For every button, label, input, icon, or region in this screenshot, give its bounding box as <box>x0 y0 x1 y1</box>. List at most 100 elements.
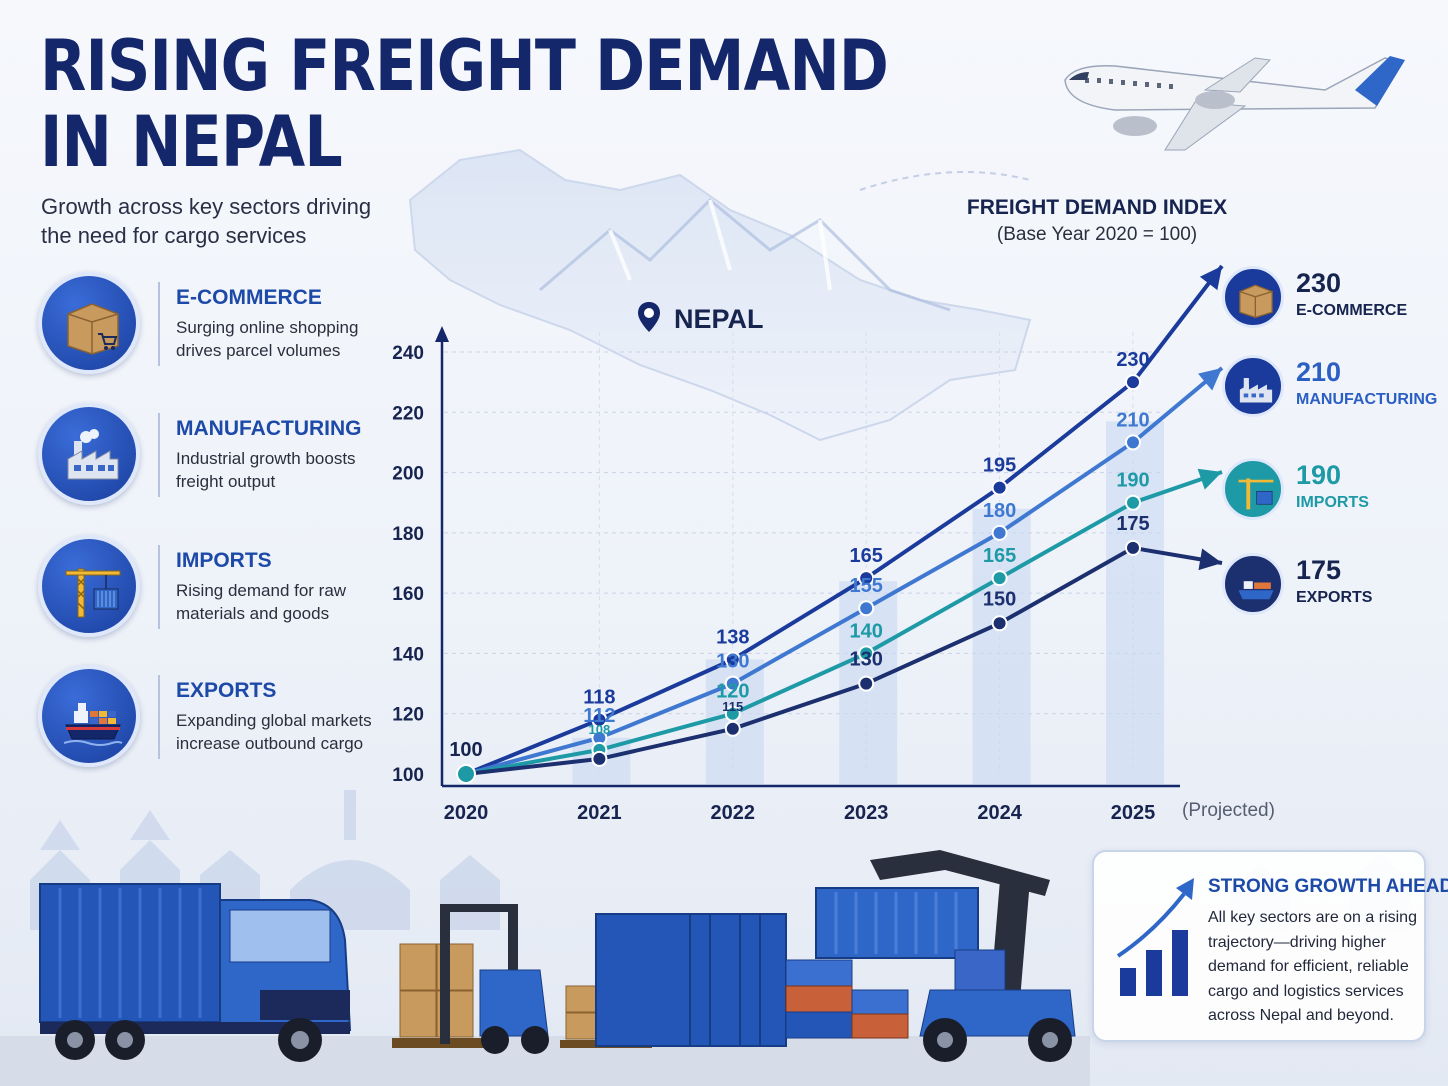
end-value: 230 <box>1296 268 1342 298</box>
data-point <box>991 524 1008 541</box>
background-bar <box>1106 421 1164 784</box>
data-label: 165 <box>850 545 883 567</box>
freight-demand-chart: 100 120 140 160 180 200 220 240 2020 2021 2022 2023… <box>392 264 1224 824</box>
cargo-ship-icon <box>38 665 140 767</box>
end-label-exports: 175 EXPORTS <box>1222 553 1432 617</box>
data-point <box>724 720 741 737</box>
data-label: 112 <box>583 705 615 727</box>
forklift-illustration <box>392 904 652 1054</box>
data-label: 108 <box>589 722 611 737</box>
growth-summary-box: STRONG GROWTH AHEAD All key sectors are … <box>1092 850 1448 1042</box>
sector-manufacturing: MANUFACTURING Industrial growth boosts f… <box>38 403 378 508</box>
sector-imports: IMPORTS Rising demand for raw materials … <box>38 535 378 640</box>
x-tick-label: 2024 <box>977 802 1022 824</box>
end-value: 210 <box>1296 357 1342 387</box>
end-series-label: IMPORTS <box>1296 494 1369 511</box>
series-arrowhead <box>1197 468 1222 490</box>
sector-description: Rising demand for raw materials and good… <box>176 581 347 623</box>
data-label: 118 <box>583 687 615 709</box>
data-label: 138 <box>716 626 749 648</box>
data-label: 130 <box>850 649 883 671</box>
logistics-scene-illustration <box>0 850 1090 1086</box>
data-point <box>858 600 875 617</box>
chart-title: FREIGHT DEMAND INDEX <box>966 196 1228 219</box>
sector-name: EXPORTS <box>176 679 277 702</box>
data-point <box>991 479 1008 496</box>
subtitle: Growth across key sectors driving the ne… <box>41 194 372 248</box>
sector-description: Industrial growth boosts freight output <box>176 449 356 491</box>
series-arrowhead <box>1198 548 1222 571</box>
data-label: 150 <box>983 588 1016 610</box>
page-title: RISING FREIGHT DEMAND IN NEPAL <box>40 25 889 183</box>
y-tick-label: 140 <box>392 644 424 665</box>
data-point <box>724 675 741 692</box>
y-tick-label: 180 <box>392 524 424 545</box>
data-point <box>591 711 608 728</box>
sector-name: IMPORTS <box>176 549 272 572</box>
sector-description: Expanding global markets increase outbou… <box>176 711 372 753</box>
data-label: 130 <box>716 651 749 673</box>
data-label: 140 <box>850 620 883 642</box>
location-pin-icon <box>638 302 660 332</box>
map-label-text: NEPAL <box>674 304 764 334</box>
growth-bars-arrow-icon <box>1116 878 1194 996</box>
data-point <box>1125 374 1141 391</box>
x-tick-label: 2023 <box>844 802 889 824</box>
end-series-label: EXPORTS <box>1296 589 1373 606</box>
data-point <box>591 750 608 767</box>
cargo-ship-icon <box>1222 553 1284 615</box>
data-label: 165 <box>983 545 1016 567</box>
data-label: 115 <box>722 699 743 714</box>
factory-icon <box>38 403 140 505</box>
data-point-origin <box>456 764 476 784</box>
x-tick-label: 2020 <box>444 802 489 824</box>
x-tick-label: 2021 <box>577 802 622 824</box>
end-label-ecommerce: 230 E-COMMERCE <box>1222 266 1432 330</box>
data-label: 120 <box>716 681 749 703</box>
data-label: 180 <box>983 500 1016 522</box>
x-tick-label: 2025 <box>1111 802 1156 824</box>
y-tick-label: 220 <box>392 403 424 424</box>
airplane-illustration <box>1064 56 1405 151</box>
reach-stacker-illustration <box>870 850 1076 1062</box>
y-tick-label: 100 <box>392 765 424 786</box>
data-label: 190 <box>1116 470 1149 492</box>
sector-exports: EXPORTS Expanding global markets increas… <box>38 665 378 770</box>
y-axis-arrow <box>435 326 449 342</box>
factory-icon <box>1222 355 1284 417</box>
truck-illustration <box>39 883 352 1062</box>
data-point <box>724 651 741 668</box>
y-tick-label: 200 <box>392 464 424 485</box>
parcel-box-icon <box>1222 266 1284 328</box>
title-line-1: RISING FREIGHT DEMAND <box>40 25 889 107</box>
end-value: 190 <box>1296 460 1342 490</box>
data-point <box>991 570 1008 587</box>
end-series-label: MANUFACTURING <box>1296 391 1438 408</box>
map-label: NEPAL <box>638 304 764 335</box>
title-line-2: IN NEPAL <box>40 101 343 183</box>
growth-box-text: All key sectors are on a rising trajecto… <box>1208 909 1417 1024</box>
projected-note: (Projected) <box>1182 800 1275 821</box>
sector-name: MANUFACTURING <box>176 417 362 440</box>
data-point <box>858 675 875 692</box>
data-label: 210 <box>1116 409 1149 431</box>
x-tick-label: 2022 <box>711 802 756 824</box>
end-label-manufacturing: 210 MANUFACTURING <box>1222 355 1437 419</box>
data-label: 100 <box>449 739 482 761</box>
data-label: 230 <box>1116 349 1149 371</box>
data-point <box>1125 434 1141 451</box>
y-tick-label: 240 <box>392 343 424 364</box>
growth-box-title: STRONG GROWTH AHEAD <box>1208 876 1448 897</box>
nepal-map-illustration <box>408 148 1032 442</box>
sector-description: Surging online shopping drives parcel vo… <box>176 318 359 360</box>
shipping-containers-illustration <box>595 887 979 1047</box>
data-point <box>991 615 1008 632</box>
background-bar <box>972 508 1031 784</box>
end-label-imports: 190 IMPORTS <box>1222 458 1432 522</box>
series-arrowhead <box>1199 266 1222 291</box>
data-label: 155 <box>850 575 883 597</box>
sector-ecommerce: E-COMMERCE Surging online shopping drive… <box>38 272 378 377</box>
data-point <box>1125 494 1141 511</box>
end-value: 175 <box>1296 555 1342 585</box>
data-point <box>1125 539 1141 556</box>
